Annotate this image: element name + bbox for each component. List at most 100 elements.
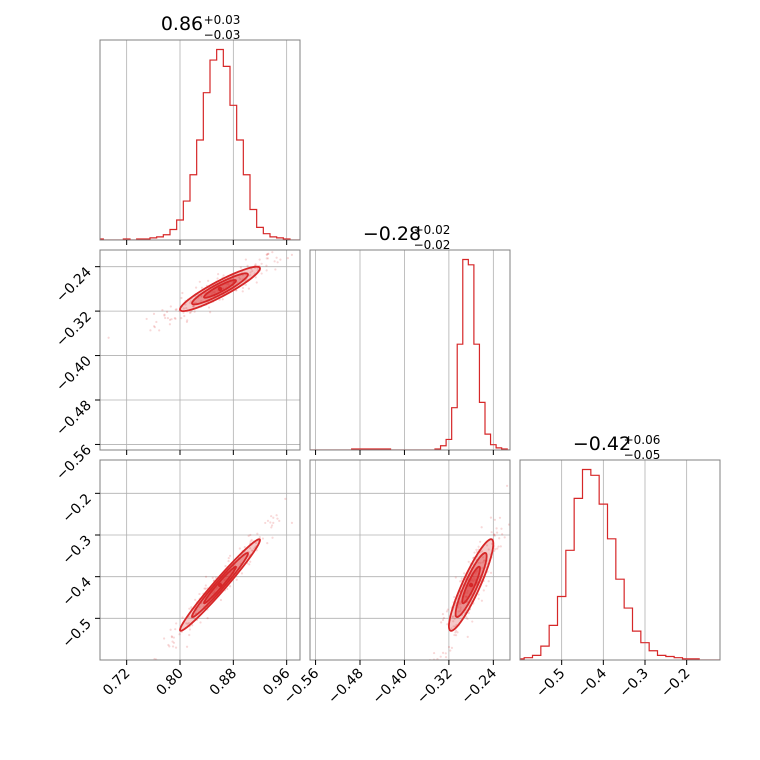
contour-p20-sample-point [272,521,275,524]
contour-p10-ytick-label: −0.56 [53,442,95,484]
contour-p10-sample-point [170,318,173,321]
contour-p20-xtick-label: 0.88 [207,666,240,699]
hist-p00-title: 0.86 [161,13,203,35]
contour-p21-sample-point [441,618,445,622]
contour-p10-sample-point [265,264,268,267]
contour-p10-center-point [217,286,223,292]
contour-p10-sample-point [164,316,167,320]
hist-p00-title-minus: −0.03 [204,28,241,42]
contour-p21-sample-point [457,610,460,613]
contour-p10-sample-point [222,287,225,290]
contour-p10-sample-point [174,308,177,311]
contour-p20-sample-point [194,598,197,601]
contour-p20-grid [100,460,300,660]
contour-p10-sample-point [185,306,188,310]
contour-p21-sample-point [445,610,449,613]
contour-p10-sample-point [249,271,252,274]
contour-p20-sample-point [276,517,279,520]
contour-p20-sample-point [181,616,184,619]
contour-p10-sample-point [239,266,242,269]
contour-p20-sample-point [254,542,258,545]
contour-p21-sample-point [493,534,496,537]
contour-p21-sample-point [455,629,458,632]
contour-p10-sample-point [163,314,166,317]
contour-p21-sample-point [454,631,457,634]
contour-p10-sample-point [184,303,187,306]
contour-p20-sample-point [191,624,194,627]
contour-p10-sample-point [153,325,156,328]
contour-p21-sample-point [485,584,488,587]
contour-p21-sample-point [495,527,498,530]
contour-p21-sample-point [493,533,496,536]
contour-p10-sample-point [152,312,156,316]
contour-p20-sample-point [185,645,189,648]
contour-p21-sample-point [465,595,468,598]
contour-p10-sample-point [241,286,245,289]
contour-p10-sample-point [275,256,278,259]
contour-p21-sample-point [473,551,476,554]
contour-p20-sample-point [204,584,207,587]
contour-p21-sample-point [482,589,485,592]
contour-p21-sample-point [477,545,480,548]
contour-p21-sample-point [430,661,432,663]
contour-p21-sample-point [459,606,462,609]
hist-p11-step-line [310,258,510,450]
contour-p10-sample-point [290,253,294,256]
contour-p21-sample-point [483,559,486,562]
contour-p21-frame [309,459,511,661]
contour-p21-sample-point [431,673,433,675]
contour-p21-sample-point [498,537,501,540]
contour-p21-sample-point [452,620,455,623]
hist-p22-xtick-label: −0.5 [533,666,568,701]
contour-p21-sample-point [450,646,454,649]
contour-p21-sample-point [472,579,475,582]
contour-p21-sample-point [471,580,474,583]
contour-p20-sample-point [270,524,274,527]
contour-p20-sample-point [284,497,287,500]
contour-p10-sample-point [246,264,249,267]
contour-p21-sample-point [444,652,447,655]
contour-p20-sample-point [266,519,270,522]
contour-p21-sample-point [419,662,421,664]
contour-p20-sample-point [258,536,261,539]
contour-p10-sample-point [251,269,254,273]
hist-p00-grid [126,40,288,240]
contour-p20-ytick-label: −0.3 [59,533,94,568]
contour-p21-layer [419,467,528,675]
contour-p20-sample-point [290,521,294,524]
contour-p10-sample-point [180,296,183,300]
contour-p21-sample-point [477,593,480,596]
contour-p21-sample-point [457,604,460,607]
contour-p20-sample-point [224,577,227,580]
contour-p10-sample-point [161,309,164,312]
contour-p20-sample-point [226,587,229,591]
hist-p00-bars [100,48,300,240]
contour-p21-sample-point [494,548,497,551]
contour-p21-sample-point [444,656,448,659]
contour-p20-sample-point [174,646,178,649]
contour-p21-sample-point [459,580,462,583]
hist-p22-frame [519,459,721,661]
contour-p10-sample-point [210,293,214,296]
contour-p10-sample-point [185,320,189,323]
contour-p21-sample-point [475,548,478,551]
contour-p10-sample-point [181,291,184,295]
contour-p21-sample-point [526,467,528,469]
contour-p10-sample-point [265,257,268,260]
contour-p21-sample-point [503,536,506,539]
contour-p21-sample-point [467,611,470,615]
contour-p21-sample-point [453,595,456,599]
contour-p10-sample-point [286,257,289,260]
contour-p20-sample-point [248,547,252,550]
contour-p10-sample-point [194,286,198,289]
contour-p21-sample-point [459,600,462,603]
contour-p10-sample-point [225,283,228,286]
contour-p20-sample-point [211,591,215,595]
contour-p21-sample-point [446,661,448,663]
contour-p21-sample-point [487,548,490,551]
contour-p21-sample-point [451,616,454,619]
contour-p20-sample-point [198,605,201,609]
contour-p20-center-point [217,582,223,588]
contour-p21-sample-point [467,560,470,563]
contour-p10-sample-point [306,257,308,259]
